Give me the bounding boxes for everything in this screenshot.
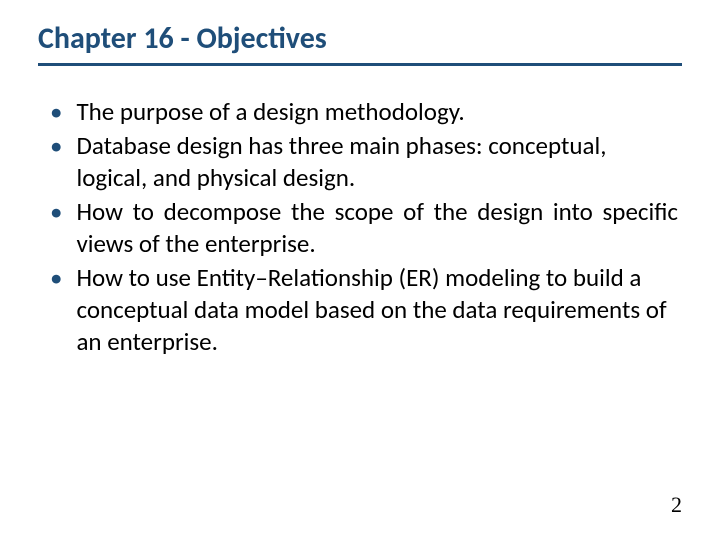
bullet-icon: •: [50, 262, 62, 294]
slide-title: Chapter 16 - Objectives: [38, 20, 682, 61]
bullet-icon: •: [50, 130, 62, 162]
bullet-text: Database design has three main phases: c…: [76, 130, 678, 194]
title-underline: [38, 63, 682, 66]
bullet-list: • The purpose of a design methodology. •…: [38, 96, 682, 358]
bullet-text: The purpose of a design methodology.: [76, 96, 678, 128]
bullet-text: How to use Entity–Relationship (ER) mode…: [76, 262, 678, 358]
bullet-icon: •: [50, 196, 62, 228]
bullet-text: How to decompose the scope of the design…: [76, 196, 678, 260]
list-item: • Database design has three main phases:…: [50, 130, 678, 194]
page-number: 2: [671, 492, 682, 518]
bullet-icon: •: [50, 96, 62, 128]
slide-container: Chapter 16 - Objectives • The purpose of…: [0, 0, 720, 540]
list-item: • The purpose of a design methodology.: [50, 96, 678, 128]
list-item: • How to use Entity–Relationship (ER) mo…: [50, 262, 678, 358]
list-item: • How to decompose the scope of the desi…: [50, 196, 678, 260]
